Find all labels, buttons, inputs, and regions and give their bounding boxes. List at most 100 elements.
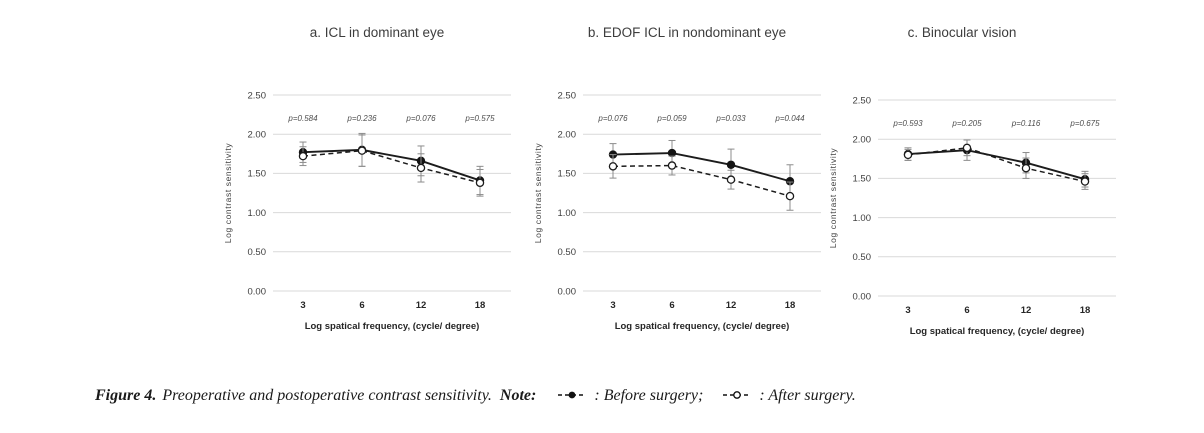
data-point-before-surgery [667,148,677,158]
legend-item-before-surgery: : Before surgery; [552,387,703,404]
figure-caption: Figure 4. Preoperative and postoperative … [95,387,866,405]
data-point-after-surgery [1021,163,1031,173]
svg-text:0.00: 0.00 [248,286,267,297]
panel-title: a. ICL in dominant eye [309,25,445,40]
after-surgery-marker-icon [723,391,752,399]
x-axis-title: Log spatical frequency, (cycle/ degree) [910,326,1085,337]
svg-text:0.50: 0.50 [248,247,267,258]
series-after-surgery [298,134,485,197]
panel-binocular-vision: c. Binocular vision 2.50 2.00 1.50 1.00 0.50… [826,24,1156,342]
svg-text:1.00: 1.00 [248,208,267,219]
x-tick-labels: 3 6 12 18 [905,305,1090,316]
svg-text:6: 6 [964,305,969,316]
x-axis-title: Log spatical frequency, (cycle/ degree) [615,321,790,332]
svg-text:p=0.116: p=0.116 [1011,119,1041,128]
figure-label: Figure 4. [95,387,157,404]
svg-text:p=0.575: p=0.575 [464,114,495,123]
y-axis-title: Log contrast sensitivity [223,143,233,244]
svg-text:0.50: 0.50 [853,252,872,263]
legend-label: : After surgery. [759,387,856,404]
x-axis-title: Log spatical frequency, (cycle/ degree) [305,321,480,332]
svg-text:3: 3 [300,300,305,311]
p-value-labels: p=0.593 p=0.205 p=0.116 p=0.675 [892,119,1100,128]
series-after-surgery [903,139,1090,190]
svg-text:p=0.076: p=0.076 [405,114,436,123]
svg-text:18: 18 [1080,305,1091,316]
svg-text:p=0.076: p=0.076 [597,114,628,123]
svg-text:6: 6 [359,300,364,311]
data-point-after-surgery [726,175,736,184]
svg-text:1.00: 1.00 [853,213,872,224]
legend-item-after-surgery: : After surgery. [717,387,856,404]
svg-text:3: 3 [905,305,910,316]
note-label: Note: [499,387,537,404]
panel-title: c. Binocular vision [907,25,1017,40]
svg-text:1.00: 1.00 [558,208,577,219]
svg-text:1.50: 1.50 [248,169,267,180]
svg-text:p=0.205: p=0.205 [951,119,982,128]
data-point-after-surgery [416,163,426,173]
svg-text:18: 18 [475,300,486,311]
series-after-surgery [608,154,795,211]
y-tick-labels: 2.50 2.00 1.50 1.00 0.50 0.00 [853,95,872,302]
svg-text:1.50: 1.50 [558,169,577,180]
series-before-surgery [903,139,1090,188]
svg-text:p=0.033: p=0.033 [715,114,746,123]
svg-text:12: 12 [416,300,427,311]
svg-text:2.00: 2.00 [248,130,267,141]
svg-text:p=0.584: p=0.584 [287,114,318,123]
svg-text:p=0.593: p=0.593 [892,119,923,128]
y-tick-labels: 2.50 2.00 1.50 1.00 0.50 0.00 [558,90,577,297]
svg-text:3: 3 [610,300,615,311]
chart-icl-dominant-eye: 2.50 2.00 1.50 1.00 0.50 0.00 Log contrast sen… [223,90,511,332]
y-gridlines [878,99,1116,297]
y-axis-title: Log contrast sensitivity [828,148,838,249]
caption-text: Preoperative and postoperative contrast … [162,387,492,404]
data-point-before-surgery [785,177,795,186]
svg-text:6: 6 [669,300,674,311]
p-value-labels: p=0.584 p=0.236 p=0.076 p=0.575 [287,114,495,123]
panel-edof-icl-nondominant-eye: b. EDOF ICL in nondominant eye 2.50 2.00 1… [531,24,826,337]
data-point-after-surgery [298,151,308,161]
svg-text:2.50: 2.50 [558,90,577,101]
svg-text:p=0.059: p=0.059 [656,114,687,123]
data-point-after-surgery [903,150,913,160]
chart-edof-icl-nondominant-eye: 2.50 2.00 1.50 1.00 0.50 0.00 Log contrast sen… [533,90,821,332]
svg-text:0.00: 0.00 [558,286,577,297]
data-point-after-surgery [475,178,485,188]
data-point-after-surgery [357,146,367,155]
chart-binocular-vision: 2.50 2.00 1.50 1.00 0.50 0.00 Log contrast sen… [828,95,1116,337]
svg-text:0.50: 0.50 [558,247,577,258]
series-before-surgery [298,132,485,196]
svg-text:12: 12 [1021,305,1032,316]
p-value-labels: p=0.076 p=0.059 p=0.033 p=0.044 [597,114,805,123]
svg-text:p=0.044: p=0.044 [774,114,805,123]
y-gridlines [273,94,511,292]
panel-icl-dominant-eye: a. ICL in dominant eye 2.50 2.00 1.50 1.00 0… [221,24,531,337]
x-tick-labels: 3 6 12 18 [610,300,795,311]
svg-text:2.00: 2.00 [558,130,577,141]
legend-label: : Before surgery; [594,387,704,404]
before-surgery-marker-icon [558,391,587,399]
data-point-before-surgery [726,160,736,169]
svg-text:p=0.236: p=0.236 [346,114,377,123]
data-point-after-surgery [785,191,795,201]
svg-text:2.50: 2.50 [853,95,872,106]
svg-text:0.00: 0.00 [853,291,872,302]
svg-text:1.50: 1.50 [853,174,872,185]
svg-text:p=0.675: p=0.675 [1069,119,1100,128]
data-point-after-surgery [1080,177,1090,186]
panel-title: b. EDOF ICL in nondominant eye [587,25,787,40]
x-tick-labels: 3 6 12 18 [300,300,485,311]
data-point-after-surgery [608,162,618,171]
data-point-after-surgery [962,143,972,153]
svg-text:2.00: 2.00 [853,135,872,146]
svg-text:12: 12 [726,300,737,311]
series-before-surgery [608,139,795,199]
y-tick-labels: 2.50 2.00 1.50 1.00 0.50 0.00 [248,90,267,297]
svg-text:2.50: 2.50 [248,90,267,101]
charts-row: a. ICL in dominant eye 2.50 2.00 1.50 1.00 0… [221,24,1156,342]
data-point-after-surgery [667,161,677,170]
y-gridlines [583,94,821,292]
